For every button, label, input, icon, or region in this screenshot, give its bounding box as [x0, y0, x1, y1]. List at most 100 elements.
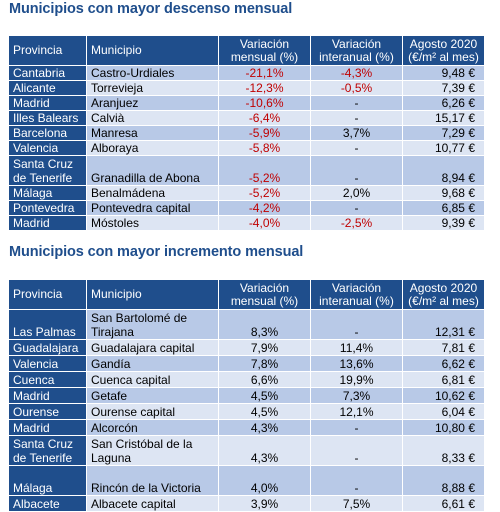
- table-row: Santa Cruz de Tenerife Granadilla de Abon…: [8, 155, 485, 186]
- table-row: Madrid Alcorcón 4,3% -10,80 €: [8, 419, 485, 436]
- provincia-cell: Alicante: [8, 80, 87, 96]
- variacion-mensual-cell: -5,9%: [218, 125, 311, 141]
- variacion-mensual-cell: 8,3%: [218, 309, 311, 340]
- provincia-cell: Pontevedra: [8, 200, 87, 216]
- agosto-2020-cell: 15,17 €: [402, 110, 485, 126]
- variacion-interanual-cell: 7,5%: [310, 495, 403, 512]
- provincia-cell: Málaga: [8, 465, 87, 496]
- table-row: Santa Cruz de Tenerife San Cristóbal de l…: [8, 435, 485, 466]
- agosto-2020-cell: 7,29 €: [402, 125, 485, 141]
- col-header-municipio: Municipio: [86, 279, 219, 310]
- table-row: Madrid Aranjuez -10,6% -6,26 €: [8, 95, 485, 111]
- provincia-cell: Valencia: [8, 355, 87, 372]
- table-row: Pontevedra Pontevedra capital -4,2% -6,85 €: [8, 200, 485, 216]
- table-row: Las Palmas San Bartolomé de Tirajana 8,3% -…: [8, 309, 485, 340]
- table-row: Cuenca Cuenca capital 6,6% 19,9% 6,81 €: [8, 371, 485, 388]
- variacion-interanual-cell: -: [310, 140, 403, 156]
- municipio-cell: Calvià: [86, 110, 219, 126]
- agosto-2020-cell: 6,04 €: [402, 403, 485, 420]
- municipio-cell: San Bartolomé de Tirajana: [86, 309, 219, 340]
- municipio-cell: Manresa: [86, 125, 219, 141]
- agosto-2020-cell: 8,33 €: [402, 435, 485, 466]
- agosto-2020-cell: 12,31 €: [402, 309, 485, 340]
- agosto-2020-cell: 10,62 €: [402, 387, 485, 404]
- variacion-interanual-cell: -: [310, 110, 403, 126]
- provincia-cell: Cantabria: [8, 65, 87, 81]
- variacion-mensual-cell: 4,5%: [218, 403, 311, 420]
- variacion-interanual-cell: -: [310, 309, 403, 340]
- municipio-cell: Cuenca capital: [86, 371, 219, 388]
- variacion-mensual-cell: 4,0%: [218, 465, 311, 496]
- municipio-cell: Gandía: [86, 355, 219, 372]
- col-header-municipio: Municipio: [86, 35, 219, 66]
- municipio-cell: Pontevedra capital: [86, 200, 219, 216]
- municipio-cell: Castro-Urdiales: [86, 65, 219, 81]
- provincia-cell: Santa Cruz de Tenerife: [8, 435, 87, 466]
- table-header-row: Provincia Municipio Variación mensual (%…: [8, 279, 485, 310]
- variacion-mensual-cell: -10,6%: [218, 95, 311, 111]
- provincia-cell: Illes Balears: [8, 110, 87, 126]
- variacion-mensual-cell: 7,9%: [218, 339, 311, 356]
- variacion-mensual-cell: -4,0%: [218, 215, 311, 231]
- col-header-agosto-2020: Agosto 2020 (€/m² al mes): [402, 279, 485, 310]
- variacion-interanual-cell: 7,3%: [310, 387, 403, 404]
- table-row: Madrid Getafe 4,5% 7,3% 10,62 €: [8, 387, 485, 404]
- table-row: Madrid Móstoles -4,0% -2,5% 9,39 €: [8, 215, 485, 231]
- municipio-cell: Albacete capital: [86, 495, 219, 512]
- table-row: Málaga Rincón de la Victoria 4,0% -8,88 €: [8, 465, 485, 496]
- variacion-mensual-cell: -5,8%: [218, 140, 311, 156]
- agosto-2020-cell: 7,81 €: [402, 339, 485, 356]
- variacion-interanual-cell: -4,3%: [310, 65, 403, 81]
- provincia-cell: Valencia: [8, 140, 87, 156]
- variacion-interanual-cell: 12,1%: [310, 403, 403, 420]
- table-row: Ourense Ourense capital 4,5% 12,1% 6,04 €: [8, 403, 485, 420]
- provincia-cell: Las Palmas: [8, 309, 87, 340]
- provincia-cell: Cuenca: [8, 371, 87, 388]
- municipio-cell: Ourense capital: [86, 403, 219, 420]
- agosto-2020-cell: 9,68 €: [402, 185, 485, 201]
- variacion-interanual-cell: -: [310, 95, 403, 111]
- col-header-variacion-mensual: Variación mensual (%): [218, 35, 311, 66]
- municipio-cell: Aranjuez: [86, 95, 219, 111]
- variacion-mensual-cell: 6,6%: [218, 371, 311, 388]
- table-row: Cantabria Castro-Urdiales -21,1% -4,3% 9,48 …: [8, 65, 485, 81]
- table-row: Albacete Albacete capital 3,9% 7,5% 6,61 €: [8, 495, 485, 512]
- provincia-cell: Madrid: [8, 387, 87, 404]
- agosto-2020-cell: 8,88 €: [402, 465, 485, 496]
- variacion-interanual-cell: 19,9%: [310, 371, 403, 388]
- variacion-mensual-cell: 7,8%: [218, 355, 311, 372]
- variacion-mensual-cell: -4,2%: [218, 200, 311, 216]
- municipio-cell: San Cristóbal de la Laguna: [86, 435, 219, 466]
- table-row: Alicante Torrevieja -12,3% -0,5% 7,39 €: [8, 80, 485, 96]
- col-header-provincia: Provincia: [8, 35, 87, 66]
- municipio-cell: Guadalajara capital: [86, 339, 219, 356]
- agosto-2020-cell: 6,61 €: [402, 495, 485, 512]
- variacion-mensual-cell: -5,2%: [218, 185, 311, 201]
- agosto-2020-cell: 10,77 €: [402, 140, 485, 156]
- municipio-cell: Getafe: [86, 387, 219, 404]
- variacion-interanual-cell: -: [310, 465, 403, 496]
- provincia-cell: Málaga: [8, 185, 87, 201]
- variacion-mensual-cell: -21,1%: [218, 65, 311, 81]
- municipio-cell: Rincón de la Victoria: [86, 465, 219, 496]
- table-row: Barcelona Manresa -5,9% 3,7% 7,29 €: [8, 125, 485, 141]
- table-header-row: Provincia Municipio Variación mensual (%…: [8, 35, 485, 66]
- agosto-2020-cell: 9,39 €: [402, 215, 485, 231]
- variacion-mensual-cell: 4,3%: [218, 435, 311, 466]
- col-header-provincia: Provincia: [8, 279, 87, 310]
- variacion-interanual-cell: -: [310, 435, 403, 466]
- municipio-cell: Alcorcón: [86, 419, 219, 436]
- variacion-interanual-cell: 13,6%: [310, 355, 403, 372]
- provincia-cell: Madrid: [8, 419, 87, 436]
- variacion-mensual-cell: -12,3%: [218, 80, 311, 96]
- col-header-agosto-2020: Agosto 2020 (€/m² al mes): [402, 35, 485, 66]
- table-row: Illes Balears Calvià -6,4% -15,17 €: [8, 110, 485, 126]
- variacion-mensual-cell: 3,9%: [218, 495, 311, 512]
- table-row: Valencia Gandía 7,8% 13,6% 6,62 €: [8, 355, 485, 372]
- incremento-table: Provincia Municipio Variación mensual (%…: [8, 279, 485, 512]
- col-header-variacion-interanual: Variación interanual (%): [310, 279, 403, 310]
- agosto-2020-cell: 6,62 €: [402, 355, 485, 372]
- table-row: Valencia Alboraya -5,8% -10,77 €: [8, 140, 485, 156]
- municipio-cell: Móstoles: [86, 215, 219, 231]
- provincia-cell: Madrid: [8, 95, 87, 111]
